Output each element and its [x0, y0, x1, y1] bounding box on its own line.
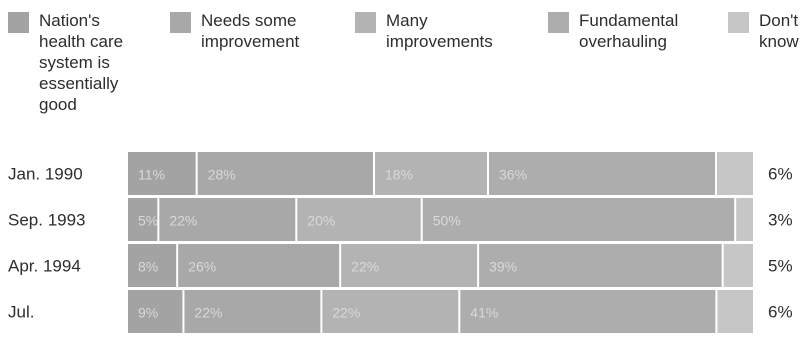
- bar-segment-r1-s1: [128, 152, 196, 195]
- bar-segment-r4-s5: [717, 290, 753, 333]
- bar-segment-r3-s5: [723, 244, 753, 287]
- bar-segment-r2-s5: [736, 198, 753, 241]
- bar-segment-r1-s5: [717, 152, 753, 195]
- legend-label-1: Nation's health care system is essential…: [39, 11, 124, 114]
- data-label-r4-s2: 22%: [194, 305, 222, 321]
- data-label-r3-s5: 5%: [768, 257, 793, 276]
- data-label-r1-s2: 28%: [208, 167, 236, 183]
- data-label-r3-s1: 8%: [138, 259, 158, 275]
- bar-segment-r3-s2: [178, 244, 340, 287]
- legend-label-3: Many improvements: [386, 11, 493, 51]
- bar-segment-r1-s4: [489, 152, 715, 195]
- legend-label-2: Needs some improvement: [201, 11, 300, 51]
- bar-segment-r3-s1: [128, 244, 177, 287]
- data-label-r3-s2: 26%: [188, 259, 216, 275]
- data-label-r4-s4: 41%: [470, 305, 498, 321]
- bar-segment-r4-s2: [184, 290, 321, 333]
- data-label-r1-s1: 11%: [138, 167, 165, 183]
- bar-segment-r2-s2: [159, 198, 296, 241]
- bar-segment-r4-s3: [322, 290, 459, 333]
- legend-item-5: Don't know: [728, 10, 799, 52]
- legend-swatch-1: [8, 12, 29, 33]
- bar-segment-r1-s2: [197, 152, 373, 195]
- bar-segment-r1-s3: [375, 152, 487, 195]
- bar-segment-r3-s4: [479, 244, 722, 287]
- data-label-r4-s5: 6%: [768, 303, 793, 322]
- legend-item-3: Many improvements: [355, 10, 493, 52]
- legend-item-4: Fundamental overhauling: [548, 10, 678, 52]
- row-label-4: Jul.: [8, 303, 34, 322]
- legend-swatch-2: [170, 12, 191, 33]
- legend-swatch-3: [355, 12, 376, 33]
- legend-swatch-4: [548, 12, 569, 33]
- legend-swatch-5: [728, 12, 749, 33]
- data-label-r2-s4: 50%: [433, 213, 461, 229]
- data-label-r2-s3: 20%: [307, 213, 335, 229]
- row-label-1: Jan. 1990: [8, 165, 83, 184]
- data-label-r1-s3: 18%: [385, 167, 413, 183]
- bar-segment-r2-s3: [297, 198, 421, 241]
- bar-segment-r2-s4: [422, 198, 735, 241]
- data-label-r1-s4: 36%: [499, 167, 527, 183]
- legend-label-4: Fundamental overhauling: [579, 11, 679, 51]
- data-label-r2-s2: 22%: [169, 213, 197, 229]
- data-label-r3-s3: 22%: [351, 259, 379, 275]
- legend-label-5: Don't know: [759, 11, 799, 51]
- data-label-r2-s1: 5%: [138, 213, 158, 229]
- bar-segment-r2-s1: [128, 198, 158, 241]
- bar-segment-r3-s3: [341, 244, 478, 287]
- data-label-r4-s3: 22%: [332, 305, 360, 321]
- row-label-2: Sep. 1993: [8, 211, 86, 230]
- bar-segment-r4-s1: [128, 290, 183, 333]
- row-label-3: Apr. 1994: [8, 257, 81, 276]
- data-label-r1-s5: 6%: [768, 165, 793, 184]
- data-label-r4-s1: 9%: [138, 305, 158, 321]
- bar-segment-r4-s4: [460, 290, 716, 333]
- data-label-r2-s5: 3%: [768, 211, 793, 230]
- legend-item-1: Nation's health care system is essential…: [8, 10, 123, 115]
- data-label-r3-s4: 39%: [489, 259, 517, 275]
- chart-legend: Nation's health care system is essential…: [0, 0, 810, 140]
- legend-item-2: Needs some improvement: [170, 10, 299, 52]
